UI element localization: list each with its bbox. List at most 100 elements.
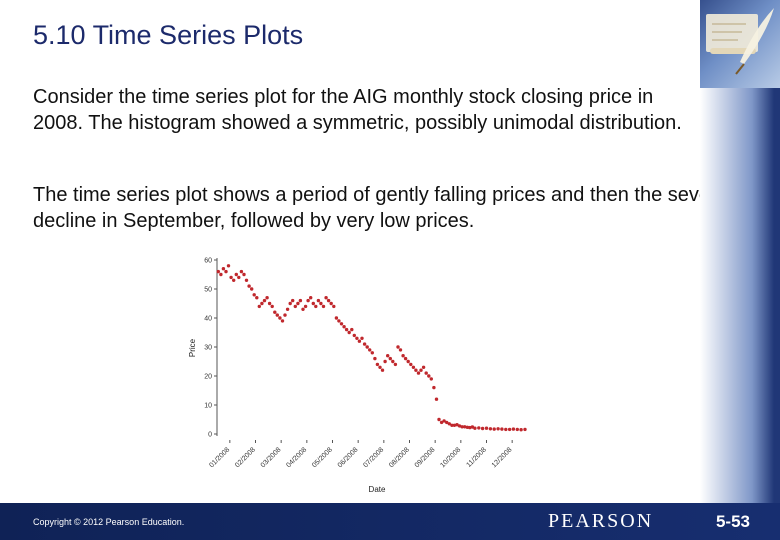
data-point [373,356,377,361]
data-point [362,342,367,346]
data-point [375,362,380,367]
data-point [416,371,421,375]
data-point [244,278,249,282]
data-point [511,427,516,431]
y-axis-label: Price [188,338,197,357]
x-tick-label: 10/2008 [439,446,462,469]
data-point [237,275,241,280]
data-point [311,301,315,306]
data-point [224,269,228,274]
data-point [219,272,223,277]
data-point [226,264,231,268]
data-point [391,359,395,364]
data-point [457,424,462,428]
data-point [352,333,356,338]
data-point [252,293,256,297]
data-point [280,319,285,323]
y-tick-label: 30 [204,345,212,352]
data-point [504,427,508,432]
data-point [496,427,500,431]
y-tick-label: 20 [204,374,212,381]
data-point [393,362,398,367]
data-point [344,327,349,332]
intro-paragraph: Consider the time series plot for the AI… [33,86,682,134]
data-point [439,420,444,425]
y-tick-label: 60 [204,258,212,265]
data-point [378,365,382,369]
x-tick-label: 07/2008 [362,446,385,469]
data-point [357,339,362,343]
data-point [370,351,374,355]
data-point [314,304,318,309]
data-point [337,319,341,323]
data-point [409,362,413,367]
x-axis-label: Date [369,485,386,494]
data-point [427,374,431,378]
data-point [383,359,387,364]
data-point [255,296,259,300]
data-point [515,427,519,432]
data-point [388,356,392,361]
data-point [260,301,264,306]
x-tick-label: 09/2008 [414,446,437,469]
data-point [386,354,390,358]
data-point [278,316,282,320]
data-point [429,377,433,381]
slide-number: 5-53 [715,512,750,531]
data-point [267,301,272,306]
slide-title: 5.10 Time Series Plots [33,20,304,50]
data-point [447,422,451,426]
data-point [519,428,523,432]
data-point [403,356,408,361]
data-point [488,427,493,431]
data-point [365,345,369,349]
x-tick-label: 04/2008 [285,446,308,469]
data-point [273,310,277,314]
data-point [262,298,267,303]
data-point [293,304,297,309]
data-point [477,426,481,430]
data-point [473,426,477,430]
data-point [463,425,467,429]
data-point [424,371,428,375]
data-point [316,298,321,303]
publisher-logo: PEARSON [548,510,654,532]
x-tick-label: 01/2008 [208,446,231,469]
data-point [303,304,308,309]
data-point [332,304,336,309]
data-point [250,287,254,291]
data-point [396,345,400,349]
x-tick-label: 12/2008 [491,446,514,469]
data-point [288,301,292,306]
data-point [442,419,446,423]
data-point [309,296,313,300]
data-point [507,427,512,432]
data-point [421,365,426,369]
data-point [465,425,469,429]
x-tick-label: 03/2008 [260,446,283,469]
explanation-paragraph: The time series plot shows a period of g… [33,184,728,232]
data-point [434,397,439,401]
data-point [500,427,504,431]
x-tick-label: 02/2008 [234,446,257,469]
x-tick-label: 06/2008 [337,446,360,469]
data-point [406,359,410,364]
data-point [242,272,246,277]
data-point [324,296,328,300]
data-point [468,425,472,430]
data-point [450,423,454,427]
data-point [355,336,359,340]
data-point [484,426,489,430]
data-point [432,385,436,390]
data-point [368,348,372,352]
right-decoration-strip [700,88,780,503]
data-point [523,427,527,432]
x-tick-label: 11/2008 [465,446,488,469]
data-point [347,330,351,335]
data-point [216,269,220,274]
data-point [270,304,274,309]
y-tick-label: 0 [208,432,212,439]
data-point [326,298,331,303]
data-point [285,307,290,311]
data-point [239,269,244,274]
